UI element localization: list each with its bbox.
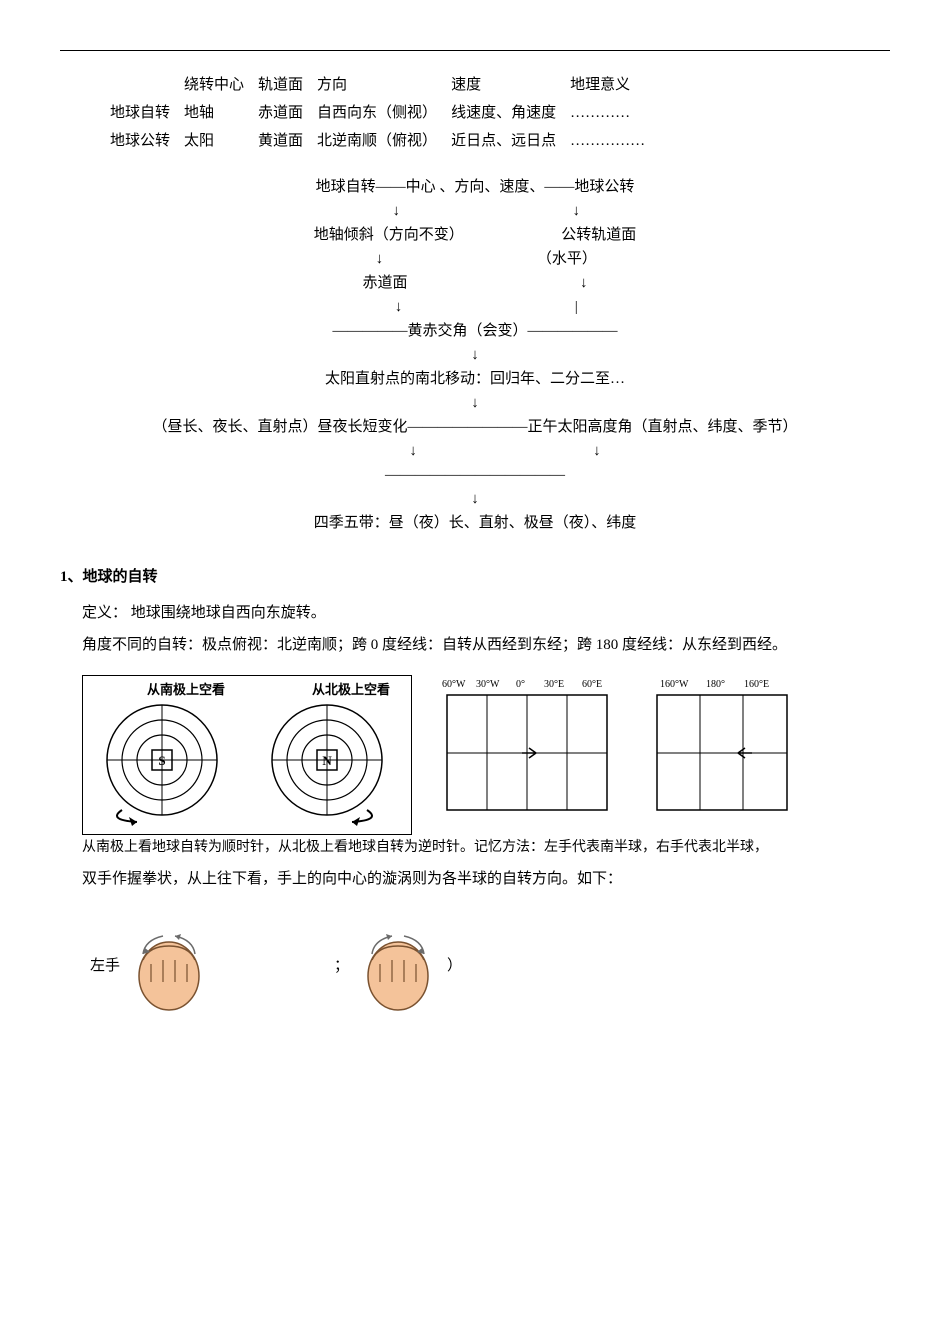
def-label: 定义： — [82, 605, 127, 621]
fl-r: 公转轨道面 — [561, 223, 636, 247]
table-row: 地球公转 太阳 黄道面 北逆南顺（俯视） 近日点、远日点 …………… — [110, 127, 659, 155]
td: 线速度、角速度 — [451, 99, 570, 127]
south-title: 从南极上空看 — [147, 682, 225, 697]
flow-line: ↓ （水平） — [60, 247, 890, 271]
td: ………… — [570, 99, 659, 127]
th-plane: 轨道面 — [258, 71, 317, 99]
fist-row: 左手 ； — [90, 911, 890, 1021]
th-blank — [110, 71, 184, 99]
top-rule — [60, 50, 890, 51]
td: 赤道面 — [258, 99, 317, 127]
flow-line: ↓ ↓ — [60, 199, 890, 223]
flow-line: —————黄赤交角（会变）—————— — [60, 319, 890, 343]
paragraph: 角度不同的自转：极点俯视：北逆南顺；跨 0 度经线：自转从西经到东经；跨 180… — [82, 633, 890, 657]
polar-views-box: 从南极上空看 S 从北极上空看 N — [82, 675, 412, 835]
flow-line: ↓ — [60, 343, 890, 367]
td: 太阳 — [184, 127, 258, 155]
fl-l: 赤道面 — [362, 271, 407, 295]
flow-line: （昼长、夜长、直射点）昼夜长短变化————————正午太阳高度角（直射点、纬度、… — [60, 415, 890, 439]
lon1-3: 30°E — [544, 679, 564, 690]
fl-r: ↓ — [580, 271, 588, 295]
td: 黄道面 — [258, 127, 317, 155]
def-text: 地球围绕地球自西向东旋转。 — [131, 605, 326, 621]
td: 地球自转 — [110, 99, 184, 127]
flow-line: ↓ — [60, 487, 890, 511]
table-header-row: 绕转中心 轨道面 方向 速度 地理意义 — [110, 71, 659, 99]
fl-gap — [408, 271, 581, 295]
flow-line: 赤道面 ↓ — [60, 271, 890, 295]
north-title: 从北极上空看 — [312, 682, 390, 697]
flow-line: 地轴倾斜（方向不变） 公转轨道面 — [60, 223, 890, 247]
flow-line: ↓ — [60, 391, 890, 415]
longitude-grid-2: 160°W 180° 160°E — [642, 675, 802, 825]
left-hand-label: 左手 — [90, 954, 120, 978]
right-paren: ） — [447, 954, 462, 978]
flow-line: ↓ ↓ — [60, 439, 890, 463]
td: 北逆南顺（俯视） — [317, 127, 451, 155]
truncated-line: 从南极上看地球自转为顺时针，从北极上看地球自转为逆时针。记忆方法：左手代表南半球… — [82, 837, 890, 859]
td: …………… — [570, 127, 659, 155]
flow-line: 四季五带：昼（夜）长、直射、极昼（夜）、纬度 — [60, 511, 890, 535]
flow-line: ———————————— — [60, 463, 890, 487]
paragraph: 双手作握拳状，从上往下看，手上的向中心的漩涡则为各半球的自转方向。如下： — [82, 867, 890, 891]
flow-diagram: 地球自转——中心 、方向、速度、——地球公转 ↓ ↓ 地轴倾斜（方向不变） 公转… — [60, 175, 890, 535]
td: 地轴 — [184, 99, 258, 127]
lon1-0: 60°W — [442, 679, 466, 690]
lon2-0: 160°W — [660, 679, 689, 690]
lon1-1: 30°W — [476, 679, 500, 690]
polar-svg: 从南极上空看 S 从北极上空看 N — [87, 680, 407, 830]
td: 自西向东（侧视） — [317, 99, 451, 127]
longitude-grid-1: 60°W 30°W 0° 30°E 60°E — [432, 675, 622, 825]
th-direction: 方向 — [317, 71, 451, 99]
lon1-2: 0° — [516, 679, 525, 690]
left-fist-item: 左手 — [90, 911, 214, 1021]
section-title: 1、地球的自转 — [60, 565, 890, 589]
fl-l: 地轴倾斜（方向不变） — [314, 223, 464, 247]
left-fist-icon — [124, 911, 214, 1021]
diagram-row: 从南极上空看 S 从北极上空看 N — [82, 675, 890, 835]
lon1-4: 60°E — [582, 679, 602, 690]
definition-line: 定义： 地球围绕地球自西向东旋转。 — [82, 601, 890, 625]
table-row: 地球自转 地轴 赤道面 自西向东（侧视） 线速度、角速度 ………… — [110, 99, 659, 127]
lon2-1: 180° — [706, 679, 725, 690]
lon2-2: 160°E — [744, 679, 769, 690]
fl-gap — [464, 223, 562, 247]
th-speed: 速度 — [451, 71, 570, 99]
flow-line: ↓ | — [60, 295, 890, 319]
flow-line: 太阳直射点的南北移动：回归年、二分二至… — [60, 367, 890, 391]
right-fist-item: ； ） — [334, 911, 462, 1021]
td: 地球公转 — [110, 127, 184, 155]
th-meaning: 地理意义 — [570, 71, 659, 99]
comparison-table: 绕转中心 轨道面 方向 速度 地理意义 地球自转 地轴 赤道面 自西向东（侧视）… — [110, 71, 659, 155]
sep-label: ； — [334, 954, 349, 978]
flow-line: 地球自转——中心 、方向、速度、——地球公转 — [60, 175, 890, 199]
td: 近日点、远日点 — [451, 127, 570, 155]
th-center: 绕转中心 — [184, 71, 258, 99]
right-fist-icon — [353, 911, 443, 1021]
